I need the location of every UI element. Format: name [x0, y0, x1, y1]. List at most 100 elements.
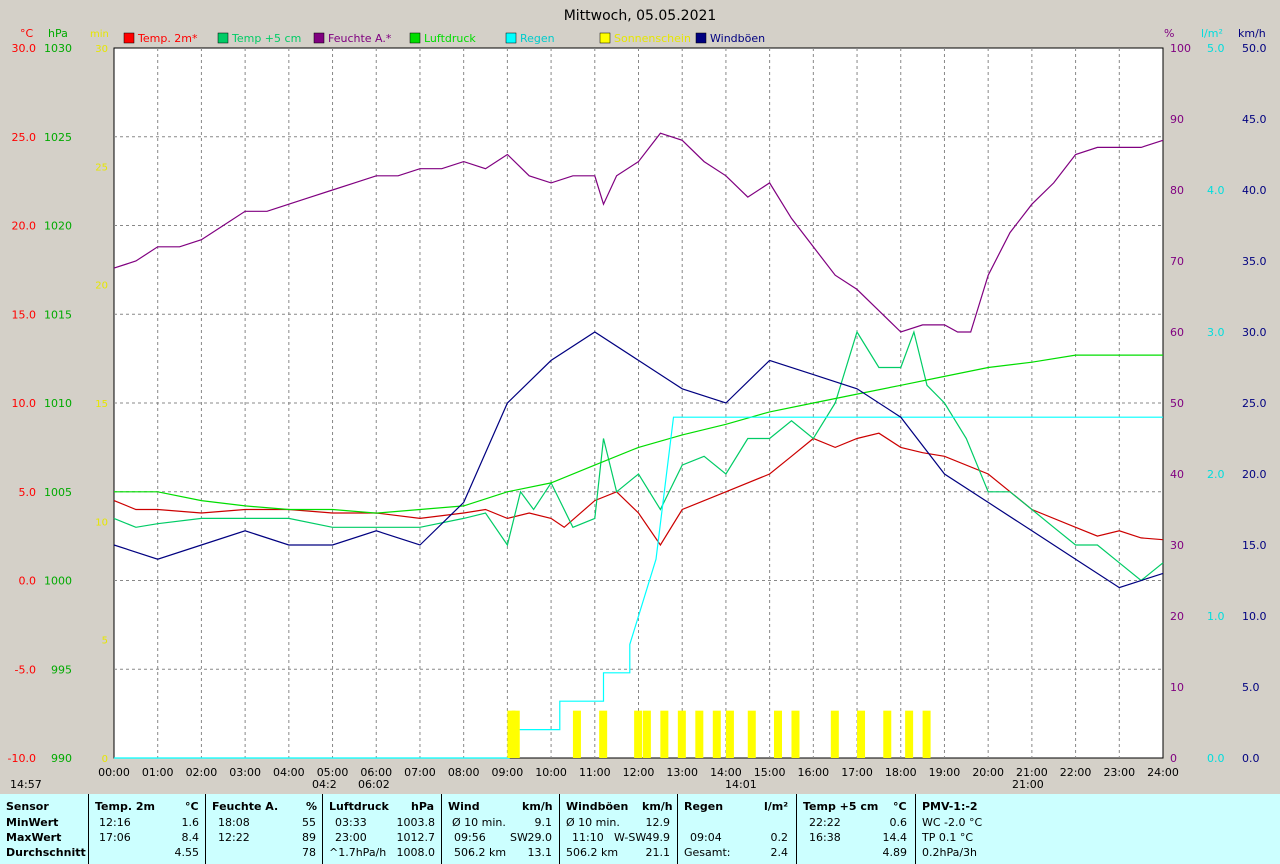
axis-tick-label: 1020 — [44, 220, 72, 233]
x-tick-label: 04:00 — [273, 766, 305, 779]
axis-tick-label: 45.0 — [1242, 113, 1267, 126]
x-tick-label: 07:00 — [404, 766, 436, 779]
axis-tick-label: 90 — [1170, 113, 1184, 126]
x-tick-label: 24:00 — [1147, 766, 1179, 779]
weather-chart: -10.0 -5.0 0.0 5.0 10.0 15.0 20.0 25.0 30.0 990 99… — [8, 8, 1267, 791]
sunshine-bar — [599, 710, 608, 758]
sun-marker-label: 06:02 — [358, 778, 390, 791]
x-tick-label: 23:00 — [1103, 766, 1135, 779]
axis-tick-label: 70 — [1170, 255, 1184, 268]
axis-unit-pressure: hPa — [48, 27, 68, 40]
axis-tick-label: 35.0 — [1242, 255, 1267, 268]
sunshine-bar — [507, 710, 516, 758]
x-tick-label: 10:00 — [535, 766, 567, 779]
axis-tick-label: 60 — [1170, 326, 1184, 339]
stats-humidity: Feuchte A. % 18:08 55 12:22 89 78 — [212, 800, 318, 859]
series-line — [113, 132, 1164, 333]
sunshine-bar — [883, 710, 892, 758]
axis-tick-label: 25.0 — [1242, 397, 1267, 410]
axis-tick-label: 15 — [95, 399, 108, 410]
sunshine-bar — [572, 710, 581, 758]
sunshine-bar — [791, 710, 800, 758]
axis-tick-label: 0.0 — [1242, 752, 1260, 765]
x-tick-label: 12:00 — [623, 766, 655, 779]
axis-tick-label: 30.0 — [12, 42, 37, 55]
x-tick-label: 11:00 — [579, 766, 611, 779]
axis-tick-label: 1.0 — [1207, 610, 1225, 623]
stats-temp5: Temp +5 cm °C 22:22 0.6 16:38 14.4 4.89 — [803, 800, 907, 859]
x-tick-label: 15:00 — [754, 766, 786, 779]
x-tick-label: 01:00 — [142, 766, 174, 779]
x-tick-label: 05:00 — [317, 766, 349, 779]
axis-tick-label: 10 — [1170, 681, 1184, 694]
series-line — [113, 432, 1164, 547]
legend-swatch — [123, 32, 135, 44]
axis-tick-label: 10.0 — [12, 397, 37, 410]
legend-label: Temp +5 cm — [231, 32, 301, 45]
sun-marker-label: 04:2 — [312, 778, 337, 791]
stats-rain: Regen l/m² 09:04 0.2 Gesamt: 2.4 — [684, 800, 789, 859]
axis-tick-label: 0.0 — [19, 575, 37, 588]
sun-marker-label: 14:01 — [725, 778, 757, 791]
axis-tick-label: 1000 — [44, 575, 72, 588]
stats-pmv: PMV-1:-2 WC -2.0 °C TP 0.1 °C 0.2hPa/3h — [922, 800, 983, 859]
axis-tick-label: 15.0 — [1242, 539, 1267, 552]
stats-gusts: Windböen km/h Ø 10 min. 12.9 11:10 W-SW … — [566, 800, 673, 859]
row-label-max: MaxWert — [6, 831, 62, 844]
axis-tick-label: 20.0 — [1242, 468, 1267, 481]
axis-tick-label: 50.0 — [1242, 42, 1267, 55]
sunshine-bar — [511, 710, 520, 758]
statistics-panel: Sensor MinWert MaxWert Durchschnitt Temp… — [0, 794, 1280, 864]
sunshine-bar — [773, 710, 782, 758]
axis-tick-label: 40 — [1170, 468, 1184, 481]
axis-tick-label: 20 — [1170, 610, 1184, 623]
sunshine-bar — [830, 710, 839, 758]
x-tick-label: 21:00 — [1016, 766, 1048, 779]
axis-tick-label: 10 — [95, 517, 108, 528]
axis-tick-label: 1030 — [44, 42, 72, 55]
axis-tick-label: 25.0 — [12, 131, 37, 144]
series-line — [113, 331, 1164, 589]
axis-tick-label: 15.0 — [12, 308, 37, 321]
axis-tick-label: 5 — [102, 636, 108, 647]
legend-swatch — [599, 32, 611, 44]
x-tick-label: 13:00 — [666, 766, 698, 779]
sunshine-bar — [857, 710, 866, 758]
axis-tick-label: 3.0 — [1207, 326, 1225, 339]
axis-tick-label: 1015 — [44, 308, 72, 321]
x-tick-label: 19:00 — [929, 766, 961, 779]
axis-unit-rain: l/m² — [1201, 27, 1223, 40]
axis-tick-label: 80 — [1170, 184, 1184, 197]
sunshine-bar — [712, 710, 721, 758]
axis-tick-label: 0.0 — [1207, 752, 1225, 765]
sunshine-bar — [660, 710, 669, 758]
x-tick-label: 00:00 — [98, 766, 130, 779]
stats-temp: Temp. 2m °C 12:16 1.6 17:06 8.4 4.55 — [95, 800, 199, 859]
sunshine-bar — [922, 710, 931, 758]
axis-tick-label: 10.0 — [1242, 610, 1267, 623]
x-tick-label: 20:00 — [972, 766, 1004, 779]
sunshine-bar — [634, 710, 643, 758]
axis-tick-label: 40.0 — [1242, 184, 1267, 197]
x-tick-label: 02:00 — [186, 766, 218, 779]
legend-swatch — [409, 32, 421, 44]
legend-label: Temp. 2m* — [137, 32, 198, 45]
x-tick-label: 18:00 — [885, 766, 917, 779]
axis-unit-humidity: % — [1164, 27, 1174, 40]
series-line — [114, 416, 1163, 759]
x-tick-label: 14:00 — [710, 766, 742, 779]
sunshine-bar — [695, 710, 704, 758]
axis-tick-label: 5.0 — [1242, 681, 1260, 694]
axis-tick-label: 995 — [51, 663, 72, 676]
chart-title: Mittwoch, 05.05.2021 — [564, 8, 717, 24]
axis-tick-label: 5.0 — [19, 486, 37, 499]
x-tick-label: 17:00 — [841, 766, 873, 779]
x-tick-label: 09:00 — [492, 766, 524, 779]
stats-sensor-header: Sensor — [6, 800, 49, 813]
sunshine-bar — [747, 710, 756, 758]
legend-label: Luftdruck — [424, 32, 476, 45]
legend-label: Regen — [520, 32, 555, 45]
row-label-avg: Durchschnitt — [6, 846, 86, 859]
axis-tick-label: -10.0 — [8, 752, 36, 765]
stats-pressure: Luftdruck hPa 03:33 1003.8 23:00 1012.7 … — [329, 800, 435, 859]
